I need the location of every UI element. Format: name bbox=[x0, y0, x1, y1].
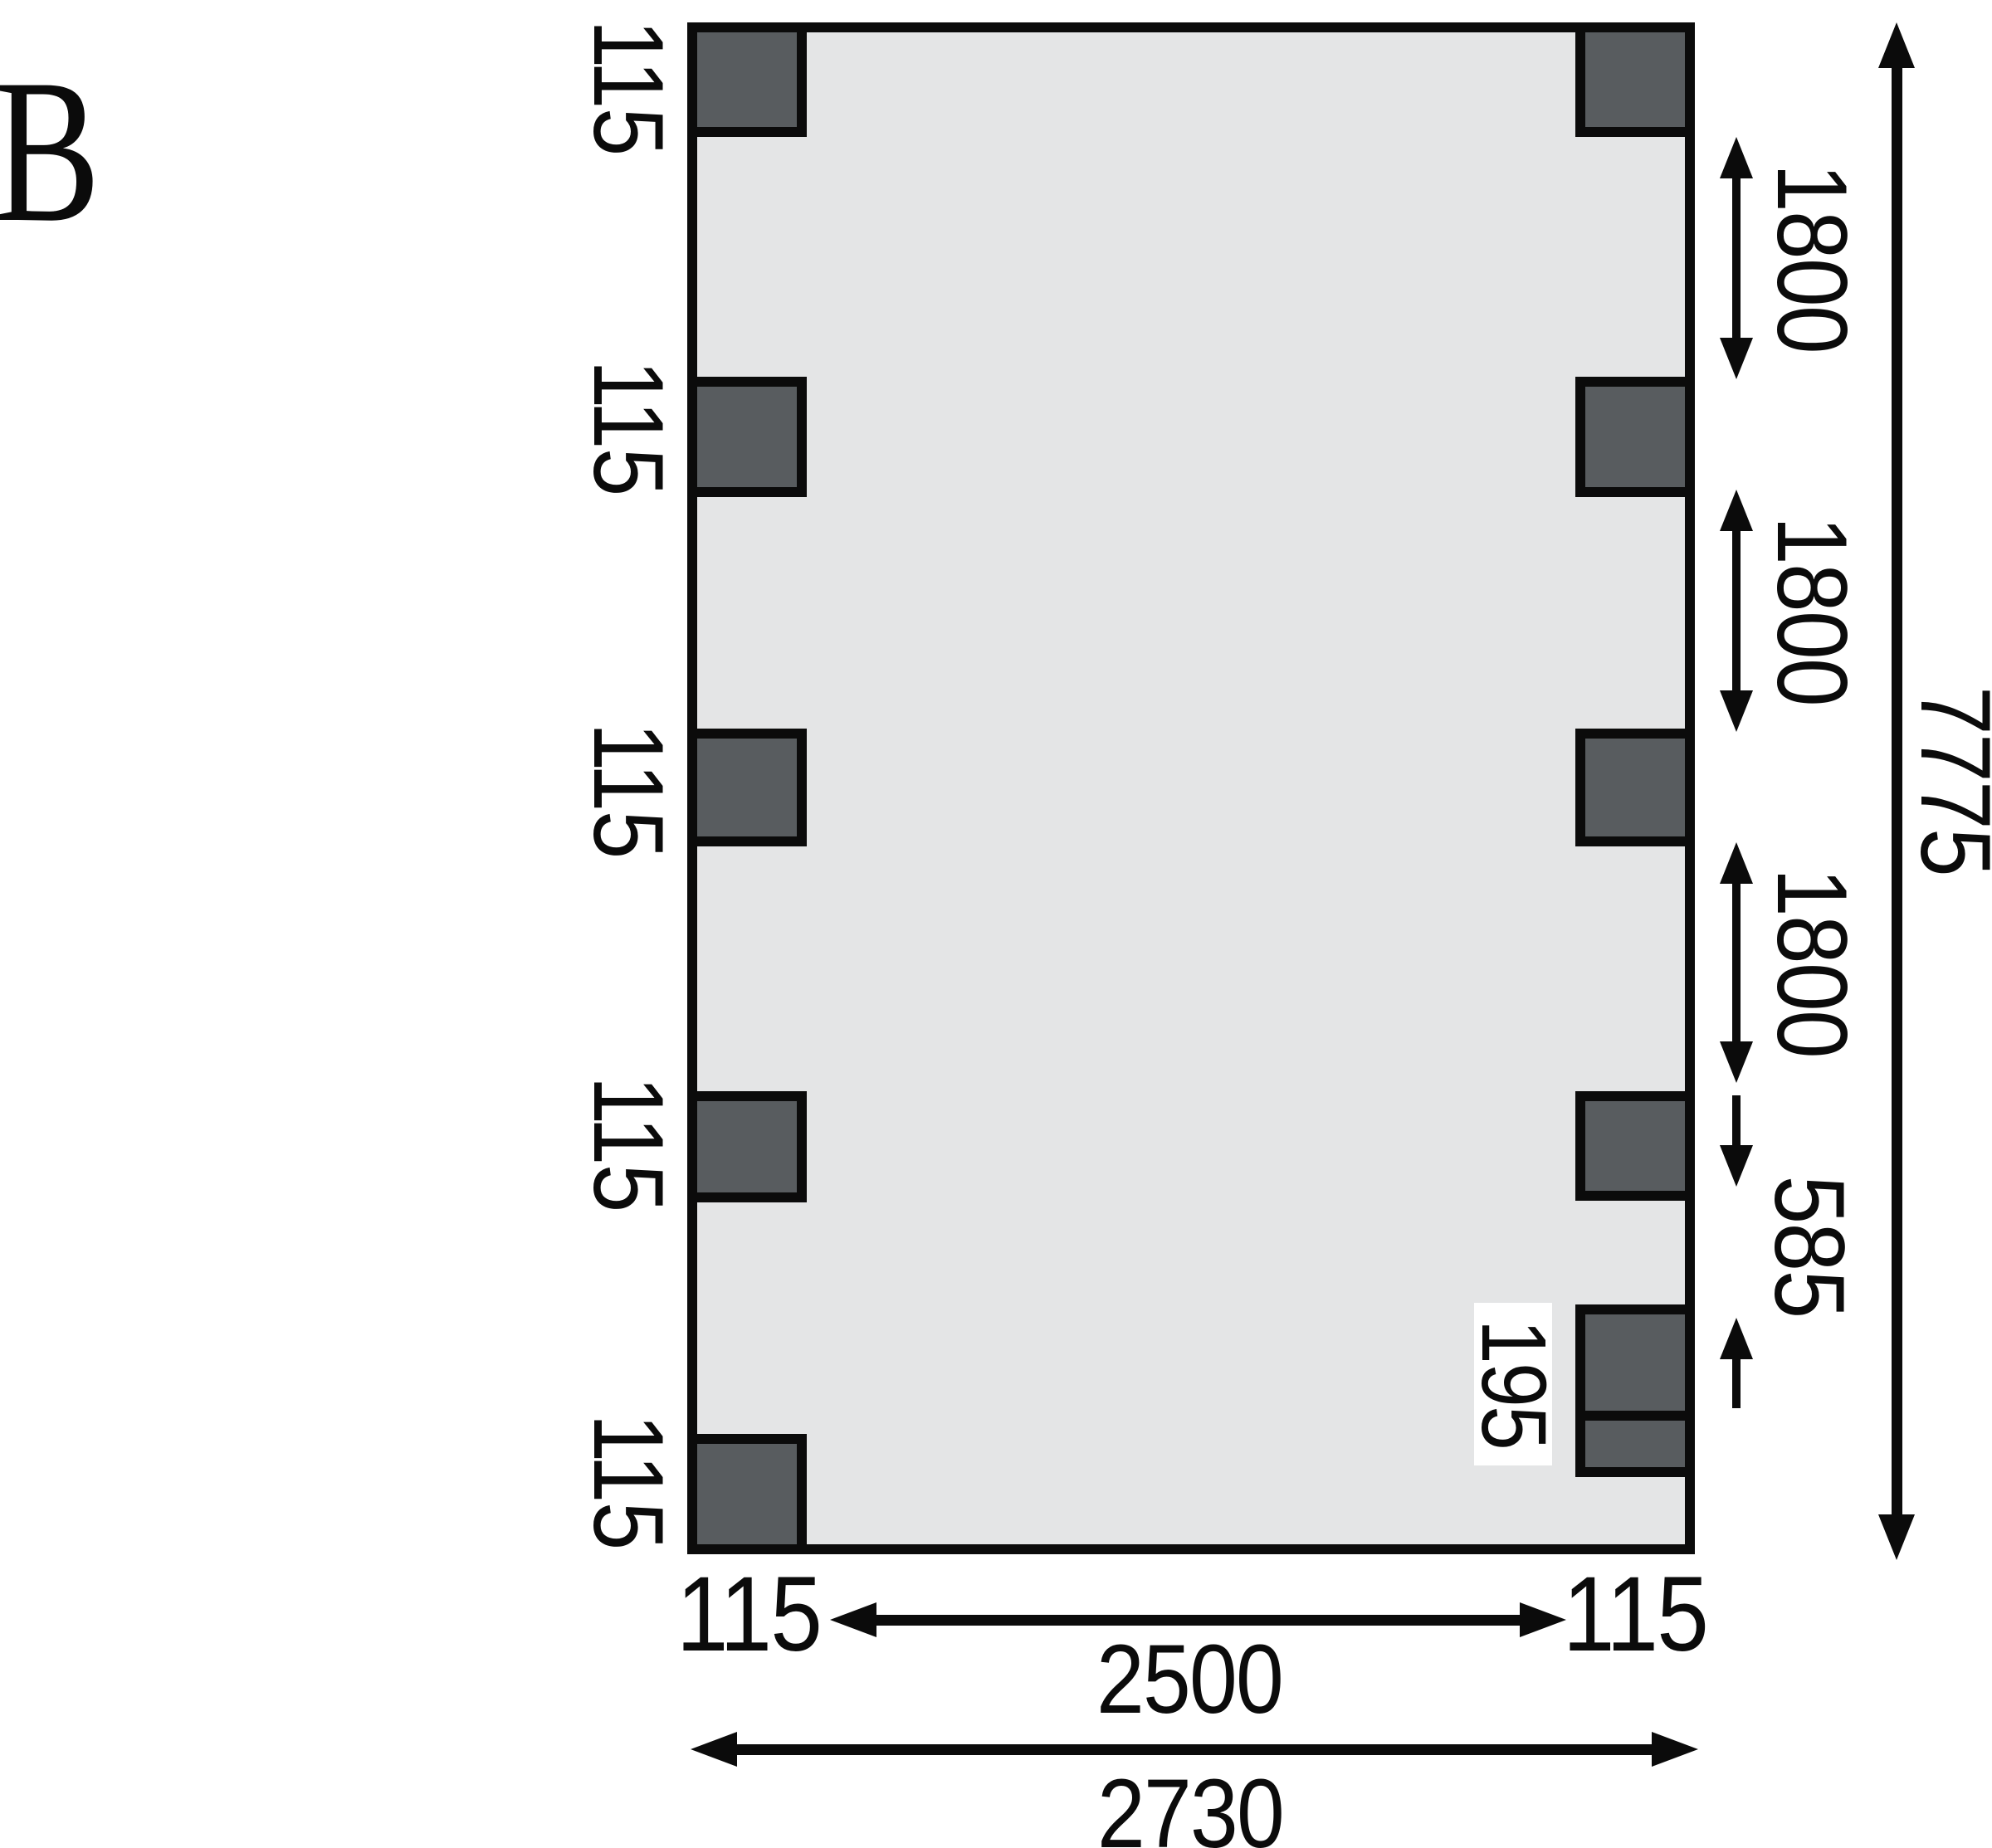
post-right-3 bbox=[1575, 729, 1695, 846]
post-right-5-upper bbox=[1585, 1314, 1685, 1411]
label-end-spacing: 585 bbox=[1754, 1175, 1865, 1318]
label-inset-depth: 195 bbox=[1462, 1319, 1565, 1450]
arrow-end-spacing-up-head bbox=[1720, 1318, 1753, 1359]
label-spacing-2: 1800 bbox=[1756, 516, 1868, 705]
post-right-5-lower bbox=[1585, 1421, 1685, 1467]
arrow-spacing-3-head-top bbox=[1720, 842, 1753, 884]
post-left-2 bbox=[687, 377, 807, 497]
label-spacing-3: 1800 bbox=[1756, 868, 1868, 1057]
arrow-overall-height-head-bottom bbox=[1878, 1514, 1915, 1560]
arrow-overall-height-shaft bbox=[1892, 66, 1902, 1515]
arrow-post-span-head-left bbox=[830, 1602, 876, 1637]
arrow-end-spacing-up-shaft bbox=[1732, 1358, 1741, 1408]
label-bottom-left-offset: 115 bbox=[676, 1555, 823, 1674]
arrow-spacing-2-shaft bbox=[1732, 529, 1741, 690]
arrow-spacing-3-shaft bbox=[1732, 882, 1741, 1043]
arrow-spacing-1-head-bottom bbox=[1720, 338, 1753, 379]
post-left-3 bbox=[687, 729, 807, 846]
post-left-4 bbox=[687, 1091, 807, 1202]
post-left-1 bbox=[687, 22, 807, 137]
label-post-offset-left-2: 115 bbox=[573, 359, 684, 495]
label-overall-width: 2730 bbox=[1097, 1759, 1285, 1848]
arrow-overall-width-head-left bbox=[691, 1732, 737, 1767]
arrow-overall-width-shaft bbox=[735, 1744, 1652, 1755]
post-right-4 bbox=[1575, 1091, 1695, 1201]
arrow-post-span-shaft bbox=[873, 1615, 1521, 1626]
post-right-1 bbox=[1575, 22, 1695, 137]
arrow-overall-width-head-right bbox=[1652, 1732, 1698, 1767]
arrow-spacing-2-head-top bbox=[1720, 490, 1753, 531]
arrow-post-span-head-right bbox=[1520, 1602, 1566, 1637]
label-bottom-right-offset: 115 bbox=[1562, 1555, 1709, 1674]
post-right-5-split bbox=[1575, 1304, 1695, 1477]
arrow-spacing-1-shaft bbox=[1732, 177, 1741, 338]
post-right-2 bbox=[1575, 377, 1695, 497]
figure-label: B bbox=[0, 37, 101, 265]
post-left-5 bbox=[687, 1434, 807, 1554]
inset-label-background bbox=[1474, 1303, 1552, 1465]
label-overall-height: 7775 bbox=[1900, 686, 1992, 875]
label-post-span: 2500 bbox=[1096, 1625, 1284, 1734]
label-post-offset-left-5: 115 bbox=[573, 1413, 684, 1549]
arrow-end-spacing-down-shaft bbox=[1732, 1095, 1741, 1147]
label-spacing-1: 1800 bbox=[1756, 163, 1868, 353]
label-post-offset-left-3: 115 bbox=[573, 722, 684, 858]
label-post-offset-left-4: 115 bbox=[573, 1075, 684, 1212]
label-post-offset-left-1: 115 bbox=[573, 19, 684, 155]
arrow-spacing-1-head-top bbox=[1720, 137, 1753, 178]
arrow-overall-height-head-top bbox=[1878, 22, 1915, 68]
arrow-spacing-3-head-bottom bbox=[1720, 1041, 1753, 1083]
arrow-spacing-2-head-bottom bbox=[1720, 690, 1753, 732]
arrow-end-spacing-down-head bbox=[1720, 1145, 1753, 1187]
